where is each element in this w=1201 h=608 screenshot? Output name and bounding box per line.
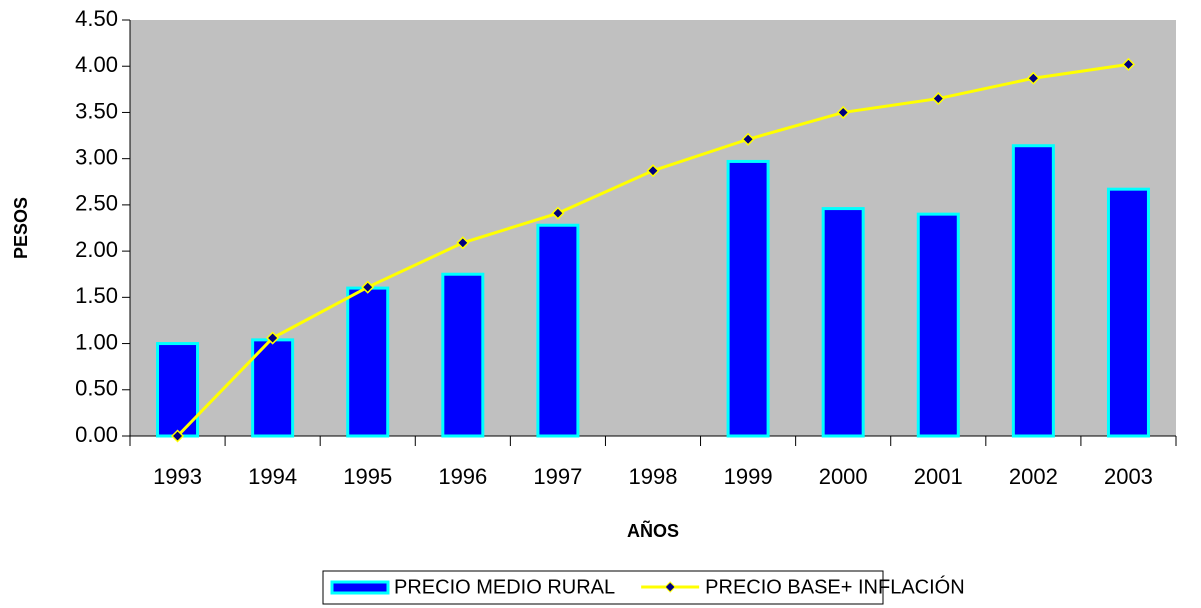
y-tick-label: 4.00: [75, 52, 118, 77]
line-marker: [551, 206, 565, 220]
x-tick-label: 2002: [1009, 464, 1058, 489]
line-marker: [361, 280, 375, 294]
line-marker: [1026, 71, 1040, 85]
line-marker: [170, 429, 185, 443]
y-tick-label: 2.50: [75, 191, 118, 216]
y-tick-label: 4.50: [75, 6, 118, 31]
legend: PRECIO MEDIO RURAL PRECIO BASE+ INFLACIÓN: [322, 570, 965, 605]
x-tick-label: 1996: [438, 464, 487, 489]
y-axis-title: PESOS: [11, 197, 31, 259]
x-tick-label: 1998: [629, 464, 678, 489]
legend-marker: [664, 581, 676, 593]
line-marker: [646, 164, 660, 178]
x-tick-label: 1999: [724, 464, 773, 489]
legend-label: PRECIO MEDIO RURAL: [394, 576, 615, 598]
bar: [441, 272, 485, 438]
x-tick-label: 2000: [819, 464, 868, 489]
x-axis-title: AÑOS: [627, 520, 679, 541]
y-tick-label: 1.00: [75, 329, 118, 354]
bar: [1011, 144, 1055, 438]
bar: [916, 212, 960, 438]
bar: [251, 338, 295, 438]
y-tick-label: 1.50: [75, 283, 118, 308]
y-tick-label: 3.00: [75, 144, 118, 169]
plot-area: [130, 20, 1176, 436]
x-tick-label: 2003: [1104, 464, 1153, 489]
bar: [156, 342, 200, 438]
bar: [536, 223, 580, 438]
x-tick-label: 1997: [533, 464, 582, 489]
x-tick-label: 1993: [153, 464, 202, 489]
y-tick-label: 0.50: [75, 376, 118, 401]
line-marker: [456, 236, 470, 250]
x-tick-label: 2001: [914, 464, 963, 489]
y-tick-label: 3.50: [75, 98, 118, 123]
line-marker: [741, 132, 755, 146]
legend-label: PRECIO BASE+ INFLACIÓN: [705, 575, 965, 598]
line-marker: [836, 105, 850, 120]
bar: [346, 286, 390, 438]
line-marker: [931, 92, 945, 106]
y-tick-label: 0.00: [75, 422, 118, 447]
bar: [1106, 187, 1150, 438]
legend-box: [322, 570, 884, 605]
bar: [821, 207, 865, 438]
bar: [726, 159, 770, 438]
x-tick-label: 1994: [248, 464, 297, 489]
line-marker: [266, 331, 280, 345]
legend-swatch: [330, 580, 390, 595]
y-tick-label: 2.00: [75, 237, 118, 262]
x-tick-label: 1995: [343, 464, 392, 489]
line-marker: [1121, 57, 1136, 71]
